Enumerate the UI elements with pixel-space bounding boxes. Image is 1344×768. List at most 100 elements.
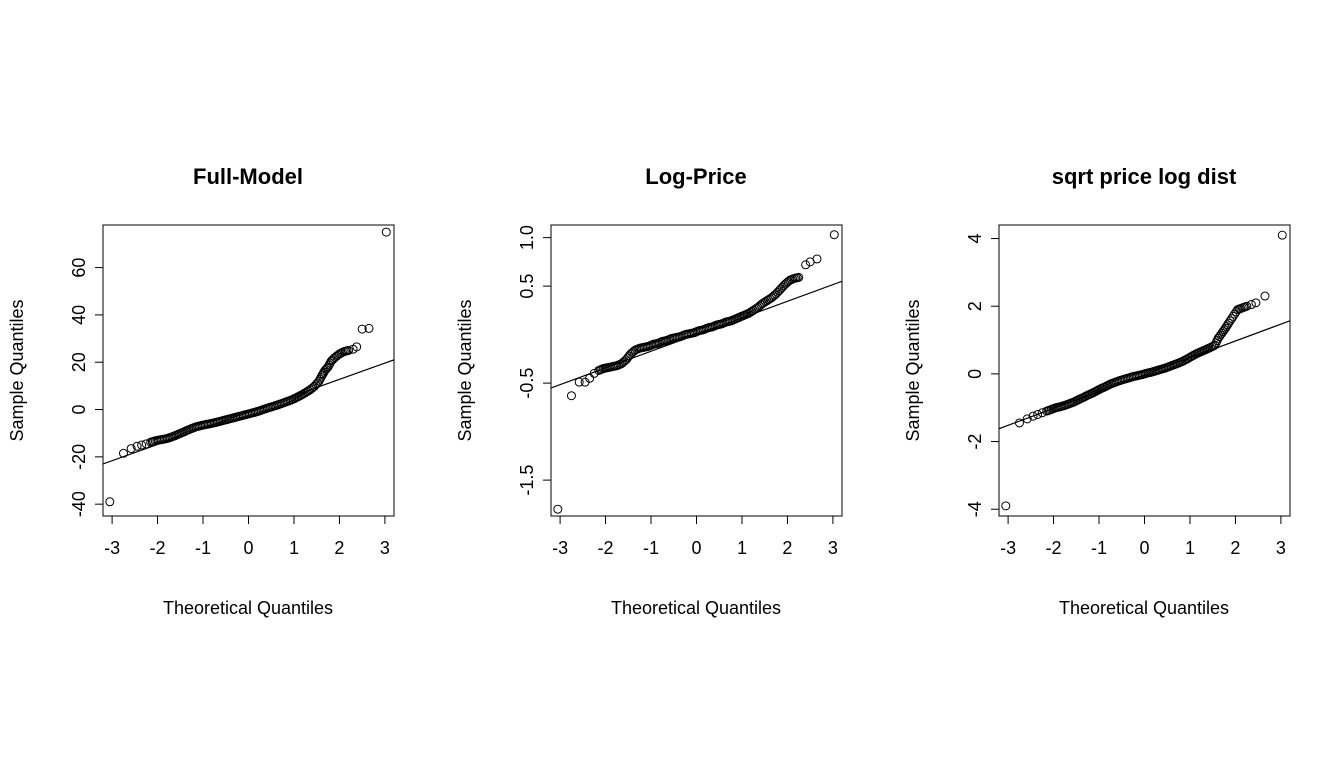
data-point (1277, 230, 1287, 240)
y-tick-label: 1.0 (517, 225, 537, 250)
y-tick-label: 20 (69, 352, 89, 372)
data-point (1014, 418, 1024, 428)
x-axis-label: Theoretical Quantiles (1059, 598, 1229, 618)
x-tick-label: 0 (691, 538, 701, 558)
y-tick-label: -20 (69, 444, 89, 470)
x-tick-label: -1 (1091, 538, 1107, 558)
data-point (801, 260, 811, 270)
data-point (1028, 411, 1038, 421)
data-point (344, 345, 354, 355)
data-point (624, 351, 634, 361)
y-tick-label: 60 (69, 258, 89, 278)
data-point (566, 391, 576, 401)
chart-title: Log-Price (645, 164, 746, 189)
plot-frame (102, 224, 395, 517)
data-point (1246, 300, 1256, 310)
data-point (137, 440, 147, 450)
data-point (762, 296, 772, 306)
x-tick-label: 0 (1139, 538, 1149, 558)
data-point (1242, 301, 1252, 311)
x-tick-label: -1 (195, 538, 211, 558)
data-point (132, 441, 142, 451)
data-point (774, 286, 784, 296)
data-point (553, 504, 563, 514)
chart-title: Full-Model (193, 164, 303, 189)
x-tick-label: -3 (104, 538, 120, 558)
x-tick-label: 1 (1185, 538, 1195, 558)
x-axis-label: Theoretical Quantiles (163, 598, 333, 618)
x-tick-label: 3 (1276, 538, 1286, 558)
data-point (1227, 314, 1237, 324)
data-point (303, 386, 313, 396)
data-point (773, 287, 783, 297)
x-tick-label: -1 (643, 538, 659, 558)
data-point (1022, 414, 1032, 424)
y-tick-label: 0 (69, 405, 89, 415)
data-point (750, 304, 760, 314)
data-point (620, 356, 630, 366)
x-tick-label: 3 (380, 538, 390, 558)
data-point (118, 448, 128, 458)
x-tick-label: -2 (598, 538, 614, 558)
x-tick-label: -3 (552, 538, 568, 558)
data-point (1260, 291, 1270, 301)
data-point (812, 254, 822, 264)
y-tick-label: 0 (965, 369, 985, 379)
qq-panel-full-model: Full-Model -3 -2 -1 0 1 2 3 -40 -20 0 20 40 60 Theoret… (7, 164, 395, 618)
data-point (1225, 316, 1235, 326)
data-point (381, 227, 391, 237)
data-area (103, 227, 394, 507)
y-tick-label: 4 (965, 234, 985, 244)
x-tick-label: -2 (1046, 538, 1062, 558)
x-tick-label: 2 (1230, 538, 1240, 558)
y-axis-label: Sample Quantiles (903, 299, 923, 441)
data-point (1228, 311, 1238, 321)
data-point (1230, 309, 1240, 319)
data-point (126, 444, 136, 454)
chart-title: sqrt price log dist (1052, 164, 1237, 189)
data-point (794, 272, 804, 282)
data-point (1251, 298, 1261, 308)
data-point (771, 289, 781, 299)
y-tick-label: -2 (965, 434, 985, 450)
x-tick-label: -3 (1000, 538, 1016, 558)
y-tick-label: -4 (965, 501, 985, 517)
qq-panel-log-price: Log-Price -3 -2 -1 0 1 2 3 -1.5 -0.5 0.5 1.0 Theoret… (455, 164, 843, 618)
data-point (756, 300, 766, 310)
data-point (618, 357, 628, 367)
y-tick-label: -40 (69, 491, 89, 517)
x-tick-label: 2 (334, 538, 344, 558)
data-area (999, 230, 1290, 511)
data-point (777, 282, 787, 292)
data-point (776, 284, 786, 294)
data-point (352, 342, 362, 352)
data-point (1033, 409, 1043, 419)
x-tick-label: -2 (150, 538, 166, 558)
y-tick-label: 0.5 (517, 274, 537, 299)
y-tick-label: 2 (965, 301, 985, 311)
data-point (574, 377, 584, 387)
y-axis-label: Sample Quantiles (7, 299, 27, 441)
x-axis-label: Theoretical Quantiles (611, 598, 781, 618)
data-point (357, 324, 367, 334)
data-point (829, 230, 839, 240)
y-tick-label: -1.5 (517, 465, 537, 496)
data-point (585, 373, 595, 383)
data-area (551, 230, 842, 514)
x-tick-label: 3 (828, 538, 838, 558)
data-point (770, 290, 780, 300)
data-point (308, 383, 318, 393)
y-tick-label: 40 (69, 305, 89, 325)
qq-panel-sqrt-price-log-dist: sqrt price log dist -3 -2 -1 0 1 2 3 -4 -2 0 2 4 Theo… (903, 164, 1291, 618)
y-tick-label: -0.5 (517, 368, 537, 399)
data-point (763, 295, 773, 305)
x-tick-label: 1 (737, 538, 747, 558)
data-point (364, 323, 374, 333)
data-point (1001, 501, 1011, 511)
y-axis-label: Sample Quantiles (455, 299, 475, 441)
x-tick-label: 1 (289, 538, 299, 558)
x-tick-label: 2 (782, 538, 792, 558)
data-point (1224, 318, 1234, 328)
data-point (105, 497, 115, 507)
